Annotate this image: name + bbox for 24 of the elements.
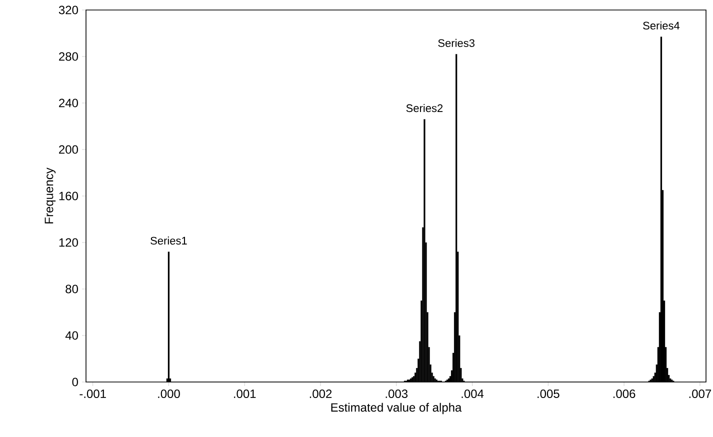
x-tick-label: .006: [613, 390, 636, 398]
y-tick-label: 40: [65, 331, 78, 340]
y-tick-label: 80: [66, 284, 78, 294]
annotation: Series1: [150, 236, 187, 245]
x-tick-label: .004: [462, 390, 484, 398]
x-tick-label: .000: [158, 390, 180, 398]
y-axis-title: Frequency: [44, 168, 56, 224]
x-tick-label: .002: [310, 390, 332, 398]
annotation: Series3: [438, 38, 474, 47]
y-tick-label: 280: [59, 52, 78, 61]
x-tick-label: -.001: [80, 390, 106, 398]
x-tick-label: .005: [538, 390, 560, 398]
y-tick-label: 200: [59, 145, 78, 154]
y-tick-label: 160: [59, 192, 78, 200]
x-tick-label: .007: [689, 390, 712, 398]
annotation: Series4: [643, 21, 680, 30]
x-tick-label: .003: [386, 390, 408, 398]
annotation: Series2: [406, 104, 443, 112]
x-axis-title: Estimated value of alpha: [331, 402, 462, 414]
y-tick-label: 0: [72, 378, 78, 386]
y-tick-label: 120: [59, 238, 78, 247]
y-tick-label: 320: [58, 6, 78, 14]
x-tick-label: .001: [234, 390, 256, 398]
y-tick-label: 240: [59, 98, 78, 108]
